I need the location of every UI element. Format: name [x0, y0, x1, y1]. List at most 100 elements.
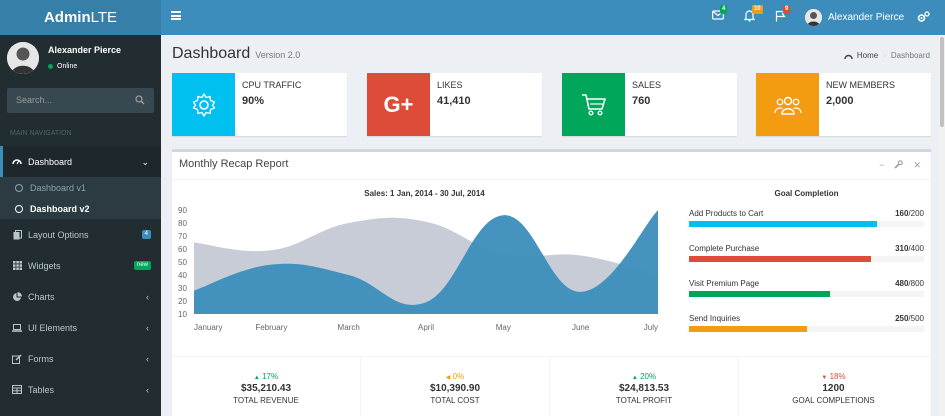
gear-icon	[192, 92, 215, 117]
y-tick-label: 60	[178, 245, 187, 254]
user-status: Online	[48, 63, 77, 70]
goal-value: 310/400	[895, 244, 924, 253]
stats-row: ▲ 17% $35,210.43 TOTAL REVENUE ◀ 0% $10,390.…	[172, 356, 931, 416]
goal-total: /400	[908, 244, 924, 253]
progress-bar-fill	[689, 221, 877, 227]
x-tick-label: January	[194, 323, 222, 332]
wrench-icon[interactable]	[894, 160, 904, 171]
user-menu[interactable]: Alexander Pierce	[805, 8, 904, 26]
info-box-icon-bg	[562, 73, 625, 136]
new-badge: new	[133, 261, 151, 270]
dashboard-icon	[844, 54, 853, 59]
caret-down-icon: ▼	[821, 375, 828, 381]
percentage-change: ◀ 0%	[361, 372, 549, 381]
breadcrumb-current: Dashboard	[890, 51, 930, 60]
info-box-cpu-traffic: CPU TRAFFIC 90%	[172, 73, 347, 136]
y-tick-label: 50	[178, 258, 187, 267]
sidebar-search[interactable]: Search...	[7, 88, 154, 113]
caret-left-icon: ◀	[445, 375, 451, 381]
y-tick-label: 40	[178, 271, 187, 280]
stat-label: GOAL COMPLETIONS	[792, 396, 875, 405]
online-status-icon	[48, 64, 53, 69]
messages-badge: 4	[720, 5, 728, 14]
x-tick-label: May	[496, 323, 511, 332]
content-header: Dashboard Version 2.0	[172, 45, 300, 63]
search-icon[interactable]	[135, 95, 145, 108]
sidebar-item-dashboard-v2[interactable]: Dashboard v2	[0, 198, 161, 219]
goal-label: Send Inquiries	[689, 314, 741, 323]
tasks-button[interactable]: 9	[775, 5, 791, 24]
sidebar-item-forms[interactable]: Forms ‹	[0, 343, 161, 374]
description-block: ▲ 17% $35,210.43 TOTAL REVENUE	[172, 357, 361, 416]
sidebar-toggle-icon[interactable]	[171, 11, 181, 20]
main-sidebar: Alexander Pierce Online Search... MAIN N…	[0, 35, 161, 416]
sidebar-item-tables[interactable]: Tables ‹	[0, 374, 161, 405]
page-scrollbar[interactable]	[939, 35, 945, 416]
nav-header: MAIN NAVIGATION	[10, 130, 72, 137]
breadcrumb: Home › Dashboard	[844, 51, 930, 60]
th-icon	[12, 261, 22, 271]
percentage-change: ▲ 20%	[550, 372, 738, 381]
progress-bar	[689, 291, 924, 297]
close-icon[interactable]: ✕	[913, 160, 921, 170]
goal-value: 250/500	[895, 314, 924, 323]
progress-bar	[689, 221, 924, 227]
notifications-button[interactable]: 10	[743, 5, 763, 24]
info-box-sales: SALES 760	[562, 73, 737, 136]
box-tools: − ✕	[879, 160, 921, 171]
breadcrumb-home[interactable]: Home	[856, 51, 879, 60]
sidebar-item-layout-options[interactable]: Layout Options 4	[0, 219, 161, 250]
edit-icon	[12, 353, 22, 364]
y-tick-label: 90	[178, 207, 187, 215]
stat-amount: $10,390.90	[429, 383, 481, 394]
dashboard-icon	[12, 157, 22, 167]
brand-bold: Admin	[43, 9, 91, 26]
sidebar-item-dashboard[interactable]: Dashboard ⌄	[0, 146, 161, 177]
topbar-user-name: Alexander Pierce	[828, 11, 905, 23]
brand-logo[interactable]: AdminLTE	[0, 0, 161, 35]
user-status-text: Online	[57, 63, 78, 70]
collapse-icon[interactable]: −	[879, 160, 885, 170]
description-block: ◀ 0% $10,390.90 TOTAL COST	[361, 357, 550, 416]
scrollbar-thumb[interactable]	[940, 37, 944, 127]
goal-total: /500	[908, 314, 924, 323]
info-box-value: 90%	[242, 95, 265, 107]
chevron-left-icon: ‹	[146, 354, 149, 364]
messages-button[interactable]: 4	[712, 5, 728, 24]
sidebar-item-ui-elements[interactable]: UI Elements ‹	[0, 312, 161, 343]
layout-count-badge: 4	[141, 230, 151, 239]
progress-bar-fill	[689, 326, 807, 332]
stat-amount: 1200	[822, 383, 845, 394]
info-box-icon-bg	[172, 73, 235, 136]
info-box-icon-bg: G+	[367, 73, 430, 136]
sidebar-item-charts[interactable]: Charts ‹	[0, 281, 161, 312]
sidebar-item-dashboard-v1[interactable]: Dashboard v1	[0, 177, 161, 198]
chevron-left-icon: ‹	[146, 385, 149, 395]
gears-icon	[917, 11, 930, 22]
users-icon	[773, 96, 802, 115]
flag-icon	[775, 10, 786, 22]
control-sidebar-button[interactable]	[917, 11, 930, 26]
goal-label: Add Products to Cart	[689, 209, 764, 218]
avatar	[805, 8, 822, 26]
x-tick-label: July	[644, 323, 658, 332]
description-block: ▼ 18% 1200 GOAL COMPLETIONS	[739, 357, 928, 416]
description-block: ▲ 20% $24,813.53 TOTAL PROFIT	[550, 357, 739, 416]
sidebar-item-label: Dashboard v1	[30, 182, 87, 193]
user-panel: Alexander Pierce Online	[0, 35, 161, 80]
shopping-cart-icon	[581, 93, 606, 116]
dashboard-submenu: Dashboard v1 Dashboard v2	[0, 177, 161, 219]
bell-icon	[743, 10, 756, 22]
percentage-text: 17%	[262, 372, 279, 381]
sidebar-item-widgets[interactable]: Widgets new	[0, 250, 161, 281]
sidebar-item-label: Dashboard	[28, 156, 73, 167]
page-subtitle: Version 2.0	[255, 50, 301, 60]
search-input[interactable]: Search...	[16, 95, 53, 105]
sidebar-item-label: Dashboard v2	[30, 203, 90, 214]
info-box-label: LIKES	[437, 80, 463, 90]
goal-total: /200	[908, 209, 924, 218]
breadcrumb-separator: ›	[883, 51, 886, 60]
sidebar-item-label: Layout Options	[28, 229, 89, 240]
goal-completion-title: Goal Completion	[774, 189, 839, 198]
goal-total: /800	[908, 279, 924, 288]
